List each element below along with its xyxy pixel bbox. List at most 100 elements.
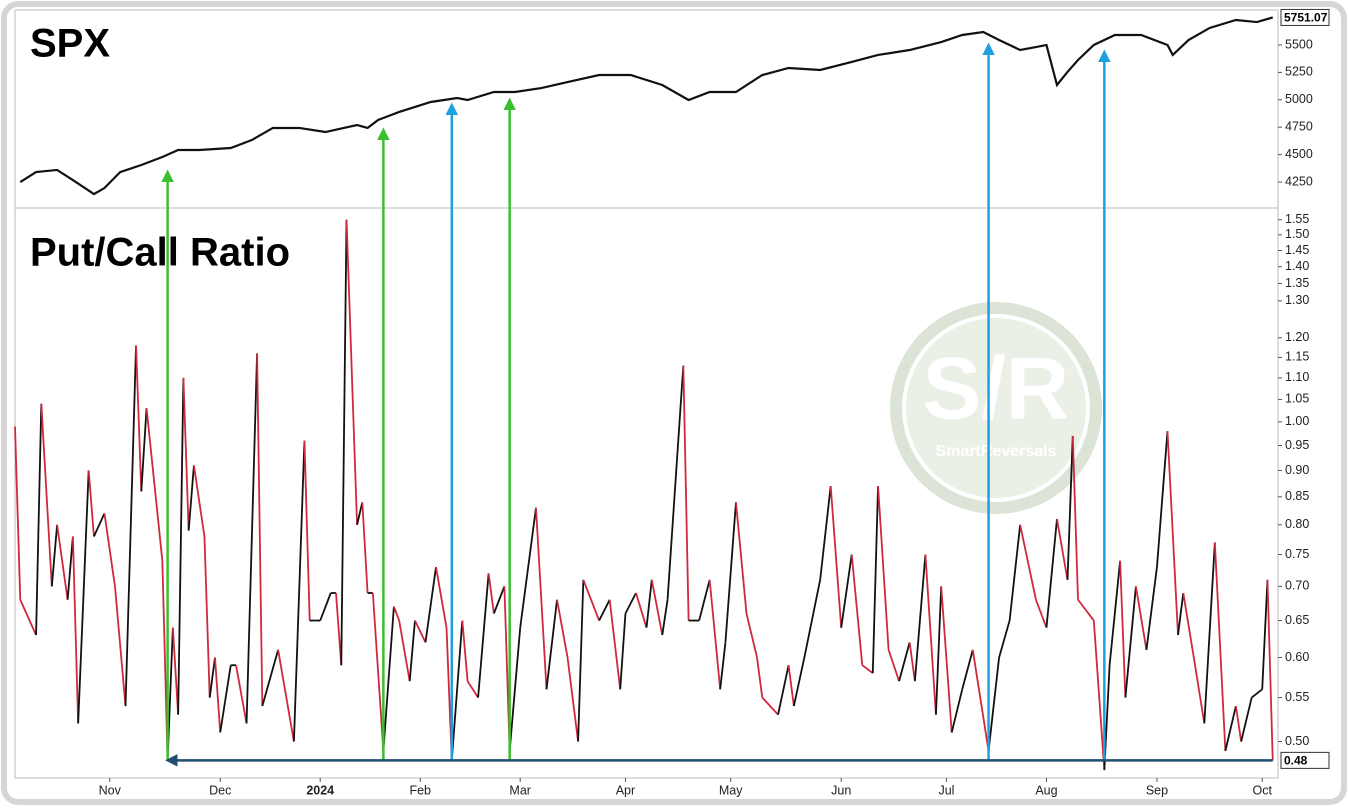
y-tick-label: 1.05: [1285, 392, 1309, 406]
ratio-segment: [466, 680, 479, 699]
ratio-segment: [193, 465, 206, 537]
x-tick-label: Aug: [1035, 783, 1057, 797]
ratio-segment: [1119, 560, 1127, 698]
y-tick-label: 1.30: [1285, 293, 1309, 307]
ratio-segment: [1071, 435, 1079, 600]
ratio-segment: [545, 599, 558, 690]
ratio-segment: [414, 620, 427, 643]
y-tick-label: 0.85: [1285, 489, 1309, 503]
ratio-segment: [1045, 518, 1058, 628]
ratio-segment: [777, 665, 790, 715]
ratio-segment: [961, 649, 974, 690]
ratio-segment: [1035, 599, 1048, 629]
ratio-segment: [1266, 579, 1274, 761]
ratio-segment: [56, 524, 69, 600]
ratio-segment: [792, 657, 806, 707]
ratio-segment: [487, 573, 495, 614]
ratio-segment: [898, 642, 911, 682]
ratio-segment: [935, 586, 943, 715]
ratio-segment: [50, 524, 58, 587]
ratio-segment: [803, 579, 822, 658]
ratio-segment: [103, 513, 116, 587]
ratio-segment: [1213, 542, 1227, 751]
ratio-segment: [582, 579, 600, 621]
y-tick-label: 4750: [1285, 119, 1313, 133]
y-tick-label: 1.20: [1285, 330, 1309, 344]
watermark-mark: S/R: [923, 338, 1070, 437]
ratio-segment: [145, 408, 164, 561]
y-tick-label: 0.50: [1285, 734, 1309, 748]
ratio-segment: [508, 627, 522, 751]
y-tick-label: 0.65: [1285, 613, 1309, 627]
ratio-segment: [735, 502, 748, 614]
watermark: S/R SmartReversals: [890, 302, 1102, 514]
ratio-segment: [1166, 431, 1179, 636]
ratio-segment: [1019, 524, 1037, 600]
x-tick-label: Apr: [616, 783, 635, 797]
x-tick-label: May: [719, 783, 743, 797]
y-tick-label: 1.00: [1285, 414, 1309, 428]
ratio-segment: [424, 566, 437, 643]
ratio-segment: [940, 586, 953, 733]
last-value-box: [1280, 751, 1330, 769]
ratio-segment: [14, 426, 22, 600]
ratio-segment: [477, 573, 490, 698]
y-tick-label: 1.45: [1285, 243, 1309, 257]
ratio-segment: [1135, 586, 1148, 650]
pc-title: Put/Call Ratio: [30, 231, 290, 275]
ratio-segment: [829, 486, 843, 628]
y-tick-label: 0.60: [1285, 650, 1309, 664]
ratio-segment: [724, 502, 737, 643]
x-tick-label: Oct: [1252, 783, 1272, 797]
price-line: [19, 16, 1274, 196]
ratio-segment: [635, 592, 648, 628]
ratio-segment: [187, 465, 195, 531]
plot-border: [14, 9, 1279, 779]
x-tick-label: Dec: [209, 783, 231, 797]
ratio-segment: [1108, 560, 1122, 666]
ratio-segment: [382, 606, 395, 751]
ratio-segment: [393, 606, 401, 621]
y-tick-label: 4500: [1285, 147, 1313, 161]
y-tick-label: 1.35: [1285, 276, 1309, 290]
ratio-segment: [624, 592, 637, 614]
y-tick-label: 0.70: [1285, 579, 1309, 593]
ratio-segment: [40, 403, 53, 587]
ratio-segment: [1145, 566, 1158, 650]
last-value-label: 0.48: [1284, 754, 1308, 768]
ratio-segment: [203, 536, 211, 698]
watermark-text: SmartReversals: [936, 443, 1057, 460]
ratio-segment: [140, 408, 148, 492]
ratio-segment: [598, 599, 611, 621]
ratio-segment: [913, 554, 927, 682]
ratio-segment: [208, 657, 216, 698]
ratio-segment: [171, 627, 180, 715]
ratio-segment: [361, 502, 369, 594]
y-tick-label: 1.55: [1285, 212, 1309, 226]
ratio-segment: [745, 613, 758, 658]
ratio-segment: [77, 470, 90, 724]
ratio-segment: [371, 592, 385, 751]
y-tick-label: 0.55: [1285, 690, 1309, 704]
last-value-label: 5751.07: [1284, 11, 1328, 25]
ratio-segment: [987, 657, 1000, 751]
ratio-segment: [708, 579, 722, 690]
ratio-segment: [787, 665, 795, 707]
ratio-segment: [682, 365, 690, 621]
ratio-segment: [66, 536, 74, 600]
ratio-segment: [493, 586, 506, 614]
ratio-segment: [908, 642, 916, 682]
ratio-segment: [335, 592, 343, 666]
ratio-segment: [619, 613, 627, 690]
ratio-segment: [340, 219, 348, 666]
y-tick-label: 5000: [1285, 92, 1313, 106]
x-tick-label: Sep: [1146, 783, 1168, 797]
ratio-segment: [971, 649, 990, 752]
ratio-segment: [124, 345, 137, 707]
x-tick-label: Mar: [509, 783, 531, 797]
ratio-segment: [319, 592, 332, 621]
ratio-segment: [114, 586, 127, 707]
ratio-segment: [535, 507, 548, 690]
